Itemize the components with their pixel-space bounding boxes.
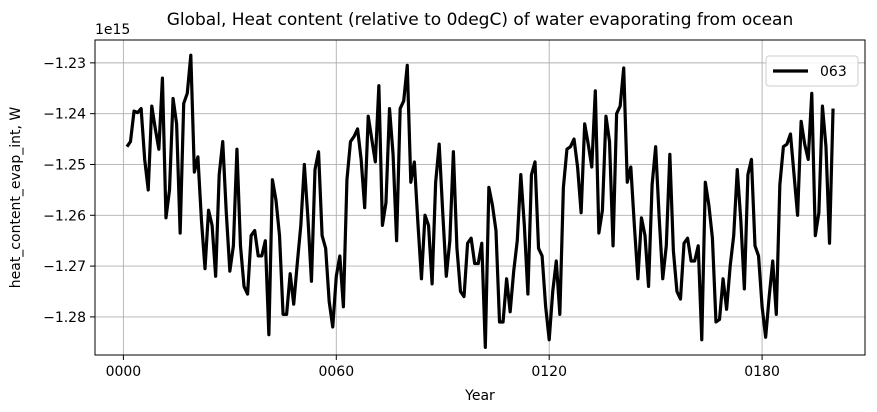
chart-title: Global, Heat content (relative to 0degC)…: [167, 10, 794, 30]
x-tick-label: 0120: [531, 364, 567, 380]
x-axis-label: Year: [464, 388, 495, 404]
grid: [95, 40, 865, 355]
y-axis-offset-label: 1e15: [95, 22, 130, 38]
plot-frame: [94, 39, 866, 356]
y-tick-label: −1.27: [43, 259, 86, 275]
y-axis: −1.28 −1.27 −1.26 −1.25 −1.24 −1.23: [43, 56, 95, 326]
legend-entry-label: 063: [820, 64, 847, 80]
series-line-063: [125, 53, 835, 349]
series-layer: [125, 53, 835, 349]
y-axis-label: heat_content_evap_int, W: [8, 107, 24, 289]
x-axis: 0000 0060 0120 0180: [106, 355, 780, 380]
y-tick-label: −1.25: [43, 157, 86, 173]
x-tick-label: 0180: [744, 364, 780, 380]
y-tick-label: −1.26: [43, 208, 86, 224]
y-tick-label: −1.23: [43, 56, 86, 72]
legend-box: [765, 55, 859, 87]
legend: 063: [765, 55, 859, 87]
x-tick-label: 0000: [106, 364, 142, 380]
x-tick-label: 0060: [318, 364, 354, 380]
y-tick-label: −1.24: [43, 107, 86, 123]
y-tick-label: −1.28: [43, 310, 86, 326]
